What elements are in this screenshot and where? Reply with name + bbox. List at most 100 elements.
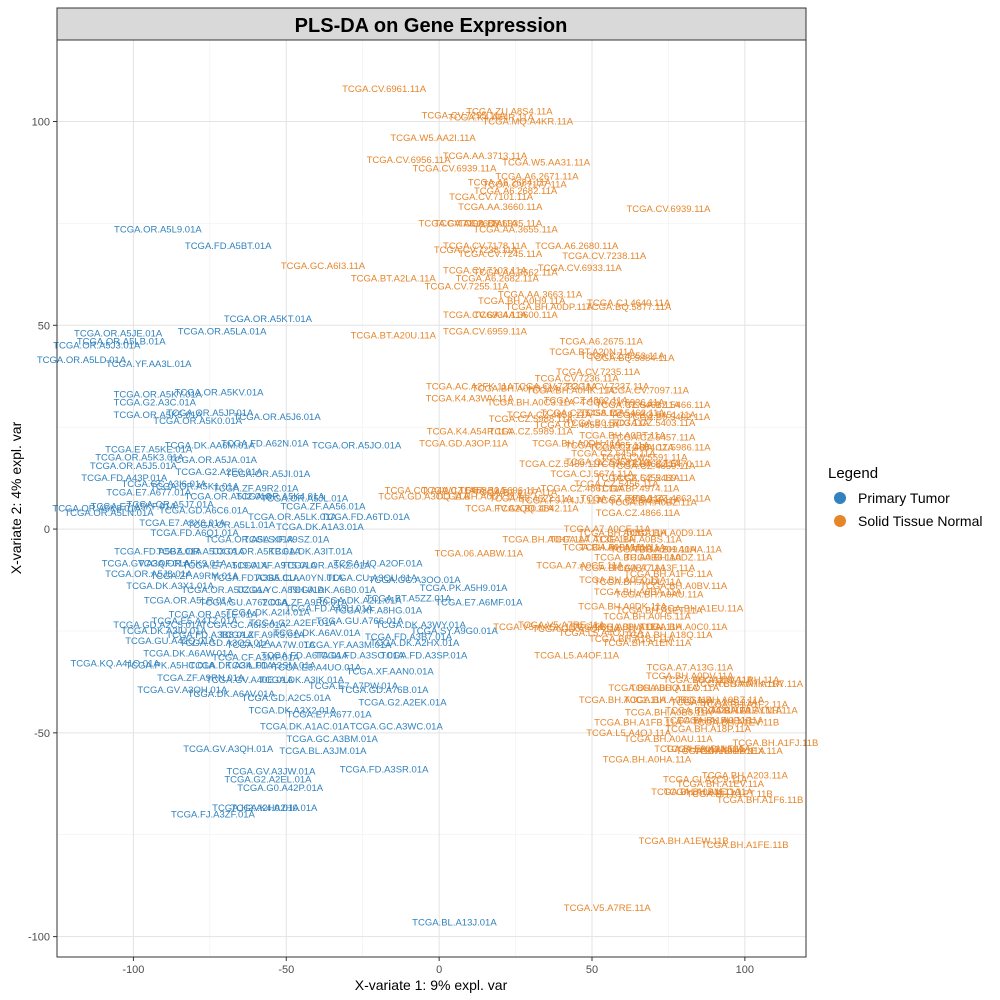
sample-label: TCGA.A7.A0CE.11A (564, 524, 652, 535)
sample-label: TCGA.OR.A5JL.01A (261, 494, 349, 505)
sample-label: TCGA.BH.A0DL.11A (594, 577, 682, 588)
sample-label: TCGA.BH.A1FE.11B (701, 840, 788, 851)
sample-label: TCGA.CV.7255.11A (425, 282, 510, 293)
sample-label: TCGA.BH.A0H0.11A (472, 383, 560, 394)
sample-label: TCGA.GV.A3QH.01A (183, 744, 274, 755)
sample-label: TCGA.CZ.4861.11A (541, 483, 626, 494)
sample-label: TCGA.BH.A1EN.11A (603, 638, 692, 649)
sample-label: TCGA.CZ.5463.11A (565, 457, 650, 468)
sample-label: TCGA.CU.A0YN.01A (254, 573, 344, 584)
sample-label: TCGA.FD.A3SO.01A (315, 650, 405, 661)
sample-label: TCGA.BH.A0BJ.11A (677, 716, 764, 727)
sample-label: TCGA.K4.A54R.11A (448, 112, 535, 123)
sample-label: TCGA.XF.A8HG.01A (334, 606, 423, 617)
sample-label: TCGA.BH.A0BZ.11A (609, 498, 697, 509)
sample-label: TCGA.CV.7233.11A (513, 381, 598, 392)
series-solid-tissue-normal: TCGA.CV.6961.11ATCGA.ZU.A8S4.11ATCGA.CV.… (281, 84, 819, 914)
sample-label: TCGA.BH.A0DZ.11A (624, 553, 713, 564)
sample-label: TCGA.FD.A6TA.01A (261, 650, 349, 661)
sample-label: TCGA.DK.A3X1.01A (126, 581, 214, 592)
sample-label: TCGA.BH.A1EX.11A (695, 746, 784, 757)
sample-label: TCGA.CV.6956.11A (367, 155, 452, 166)
sample-label: TCGA.OR.A5LB.01A (77, 337, 166, 348)
sample-label: TCGA.BH.A1EV.11A (677, 779, 765, 790)
sample-label: TCGA.BH.A0D9.11A (625, 528, 713, 539)
sample-label: TCGA.BT.A5ZZ.01A (366, 593, 452, 604)
sample-label: TCGA.CV.7238.11A (434, 245, 519, 256)
sample-label: TCGA.BH.A0H9.11A (478, 296, 566, 307)
sample-label: TCGA.DK.A2I4.01A (226, 608, 311, 619)
sample-label: TCGA.BQ.5884.11A (589, 353, 675, 364)
sample-label: TCGA.FD.A3B8.01A (166, 630, 254, 641)
sample-label: TCGA.ZF.AA56.01A (280, 502, 366, 513)
sample-label: TCGA.AC.A2FK.11A (426, 381, 514, 392)
sample-label: TCGA.GD.A2C5.01A (242, 693, 332, 704)
sample-label: TCGA.XF.A9T5.01A (232, 561, 318, 572)
sample-label: TCGA.BH.A18S.11A (671, 697, 759, 708)
sample-label: TCGA.FD.A3B5.01A (212, 573, 300, 584)
sample-label: TCGA.FD.A43U.01A (285, 604, 373, 615)
sample-label: TCGA.AA.3713.11A (443, 151, 528, 162)
sample-label: TCGA.BH.A1EW.11A (663, 675, 754, 686)
sample-label: TCGA.A6.2684.11A (468, 178, 552, 189)
sample-label: TCGA.PK.A5HC.01A (125, 661, 215, 672)
sample-label: TCGA.OR.A5JZ.01A (181, 585, 269, 596)
sample-label: TCGA.FD.A6TD.01A (322, 512, 411, 523)
sample-label: TCGA.BH.A0BT.11A (579, 430, 666, 441)
sample-label: TCGA.BH.A203.11A (702, 771, 789, 782)
sample-label: TCGA.BQ.5451.11A (610, 410, 696, 421)
sample-label: TCGA.E9.A1NF.11A (665, 744, 751, 755)
sample-label: TCGA.DK.A2I1.01A (318, 595, 403, 606)
sample-label: TCGA.BH.A0HK.11A (526, 385, 615, 396)
y-tick-label: -100 (28, 932, 50, 944)
sample-label: TCGA.BH.A0B3.11A (594, 553, 682, 564)
sample-label: TCGA.DK.A3IK.01A (259, 675, 345, 686)
sample-label: TCGA.BH.A0BW.11A (571, 622, 662, 633)
sample-label: TCGA.BH.A1EV.11B (692, 718, 779, 729)
sample-label: TCGA.OR.A5J8.01A (105, 569, 193, 580)
sample-label: TCGA.CV.7235.11A (556, 367, 641, 378)
sample-label: TCGA.OR.A5J2.01A (185, 491, 273, 502)
sample-label: TCGA.GV.A40E.01A (206, 675, 294, 686)
sample-label: TCGA.B0.5703.11A (566, 418, 650, 429)
sample-label: TCGA.OR.A5LK.01A (248, 512, 337, 523)
sample-label: TCGA.FD.A5BZ.01A (114, 546, 202, 557)
sample-label: TCGA.OR.A5KB.01A (211, 546, 301, 557)
sample-label: TCGA.GC.A6I3.01A (201, 620, 287, 631)
sample-label: TCGA.YC.A89H.01A (236, 585, 325, 596)
sample-label: TCGA.W5.AA31.11A (502, 157, 591, 168)
sample-label: TCGA.OR.A5LD.01A (37, 355, 127, 366)
sample-label: TCGA.A6.2675.11A (560, 337, 644, 348)
sample-label: TCGA.F9.A4JJ.11A (520, 496, 603, 507)
title-strip (56, 7, 807, 41)
sample-label: TCGA.CZ.5459.11A (519, 459, 604, 470)
sample-label: TCGA.A6.2680.11A (535, 241, 619, 252)
sample-label: TCGA.CZ.5985.11A (565, 441, 650, 452)
sample-label: TCGA.BH.A209.11A (610, 544, 697, 555)
sample-label: TCGA.E7.A6MF.01A (435, 597, 523, 608)
sample-label: TCGA.GC.A3BM.01A (286, 734, 378, 745)
sample-label: TCGA.V5.A7RE.11A (518, 620, 606, 631)
sample-label: TCGA.DK.A3IL.01A (189, 661, 274, 672)
sample-label: TCGA.OR.A5LS.01A (205, 534, 294, 545)
y-axis-label: X-variate 2: 4% expl. var (8, 421, 24, 574)
sample-label: TCGA.CV.7177.11A (483, 180, 568, 191)
sample-label: TCGA.OR.A5LE.01A (169, 610, 258, 621)
sample-label: TCGA.4Z.AA7W.01A (227, 640, 316, 651)
sample-label: TCGA.GD.A76B.01A (340, 685, 429, 696)
sample-label: TCGA.CV.6959.11A (443, 326, 528, 337)
sample-label: TCGA.OR.A5L9.01A (114, 225, 202, 236)
sample-label: TCGA.GI.A2C9.11A (663, 775, 748, 786)
sample-label: TCGA.G2.A2E0.01A (175, 467, 263, 478)
sample-label: TCGA.BH.A1EW.11B (639, 836, 729, 847)
sample-label: TCGA.FD.A5BT.01A (185, 241, 272, 252)
sample-label: TCGA.BH.A18P.11A (665, 724, 751, 735)
sample-label: TCGA.B2.4107.11A (474, 487, 558, 498)
sample-label: TCGA.DK.A3WY.01A (376, 620, 467, 631)
sample-label: TCGA.DK.A3X2.01A (249, 705, 337, 716)
sample-label: TCGA.DK.A1A3.01A (276, 522, 364, 533)
legend-label-primary-tumor: Primary Tumor (858, 490, 950, 506)
sample-label: TCGA.DK.A3IU.01A (121, 626, 207, 637)
sample-label: TCGA.FD.A3SM.01A (226, 661, 316, 672)
